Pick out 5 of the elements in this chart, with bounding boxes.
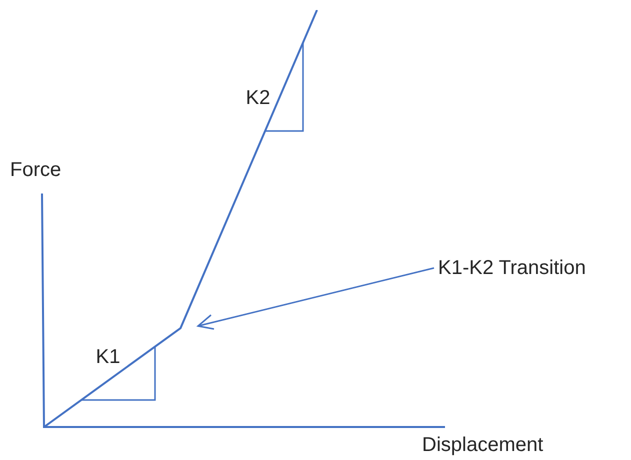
y-axis-title: Force: [10, 158, 62, 182]
annotation: K2: [246, 86, 270, 110]
annotation: K1: [96, 345, 120, 369]
annotation: K1-K2 Transition: [438, 256, 586, 280]
x-axis-title: Displacement: [422, 433, 544, 457]
